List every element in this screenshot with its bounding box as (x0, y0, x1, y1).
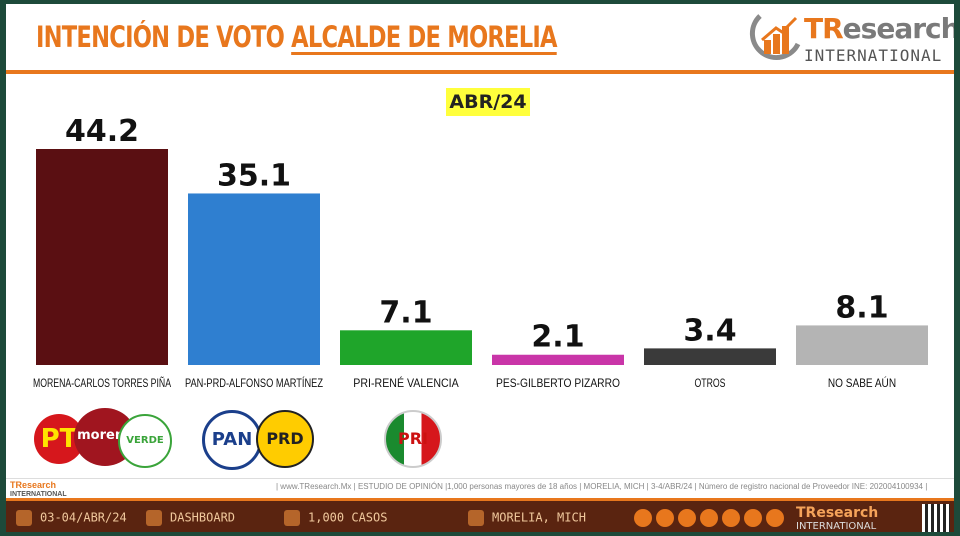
footnote-brand: TResearch INTERNATIONAL (10, 480, 67, 499)
verde-logo: VERDE (118, 414, 172, 468)
web-icon[interactable] (634, 509, 652, 527)
pan-logo: PAN (202, 410, 262, 470)
value-label-1: 35.1 (217, 158, 291, 193)
category-label-0: MORENA-CARLOS TORRES PIÑA (33, 376, 171, 390)
date-badge: ABR/24 (446, 88, 530, 116)
footer-location: MORELIA, MICH (468, 510, 586, 528)
footnote-bar: TResearch INTERNATIONAL | www.TResearch.M… (6, 478, 954, 499)
category-label-4: OTROS (695, 376, 726, 390)
map-pin-icon (468, 510, 484, 526)
dashboard-icon (146, 510, 162, 526)
bar-0 (36, 149, 168, 365)
footer-brand: TResearch INTERNATIONAL (796, 505, 879, 532)
brand-sub: INTERNATIONAL (804, 46, 943, 65)
title-prefix: INTENCIÓN DE VOTO (36, 20, 285, 54)
bar-5 (796, 325, 928, 365)
youtube-icon[interactable] (766, 509, 784, 527)
footer-date: 03-04/ABR/24 (16, 510, 127, 528)
whatsapp-icon[interactable] (656, 509, 674, 527)
brand-chart-icon (749, 14, 801, 60)
header: INTENCIÓN DE VOTO ALCALDE DE MORELIA TRe… (6, 4, 954, 70)
bar-4 (644, 348, 776, 365)
value-label-4: 3.4 (683, 313, 736, 348)
bar-1 (188, 193, 320, 365)
title-highlight: ALCALDE DE MORELIA (291, 20, 557, 54)
brand-logo: TResearch INTERNATIONAL (746, 10, 954, 66)
footer-dashboard: DASHBOARD (146, 510, 235, 528)
linkedin-icon[interactable] (744, 509, 762, 527)
category-label-3: PES-GILBERTO PIZARRO (496, 376, 620, 390)
header-rule (6, 70, 954, 74)
bar-2 (340, 330, 472, 365)
party-logos: PT morena VERDE PAN PRD PRI (6, 404, 954, 470)
footer-cases: 1,000 CASOS (284, 510, 387, 528)
value-label-3: 2.1 (531, 320, 584, 355)
value-label-0: 44.2 (65, 114, 139, 149)
value-label-5: 8.1 (835, 290, 888, 325)
prd-logo: PRD (256, 410, 314, 468)
bar-3 (492, 354, 624, 365)
facebook-icon[interactable] (722, 509, 740, 527)
value-label-2: 7.1 (379, 295, 432, 330)
twitter-icon[interactable] (700, 509, 718, 527)
footer: 03-04/ABR/24 DASHBOARD 1,000 CASOS MOREL… (6, 498, 954, 532)
slide: INTENCIÓN DE VOTO ALCALDE DE MORELIA TRe… (6, 4, 954, 532)
bar-chart: 44.2 MORENA-CARLOS TORRES PIÑA 35.1 PAN-PRD… (33, 114, 928, 390)
brand-name: TResearch (804, 12, 954, 45)
qr-code[interactable] (922, 504, 950, 532)
pri-logo: PRI (384, 410, 442, 468)
people-icon (284, 510, 300, 526)
page-title: INTENCIÓN DE VOTO ALCALDE DE MORELIA (36, 20, 557, 54)
calendar-icon (16, 510, 32, 526)
footnote-text: | www.TResearch.Mx | ESTUDIO DE OPINIÓN … (276, 482, 928, 491)
category-label-2: PRI-RENÉ VALENCIA (353, 375, 458, 390)
category-label-5: NO SABE AÚN (828, 375, 896, 390)
telegram-icon[interactable] (678, 509, 696, 527)
category-label-1: PAN-PRD-ALFONSO MARTÍNEZ (185, 375, 323, 390)
